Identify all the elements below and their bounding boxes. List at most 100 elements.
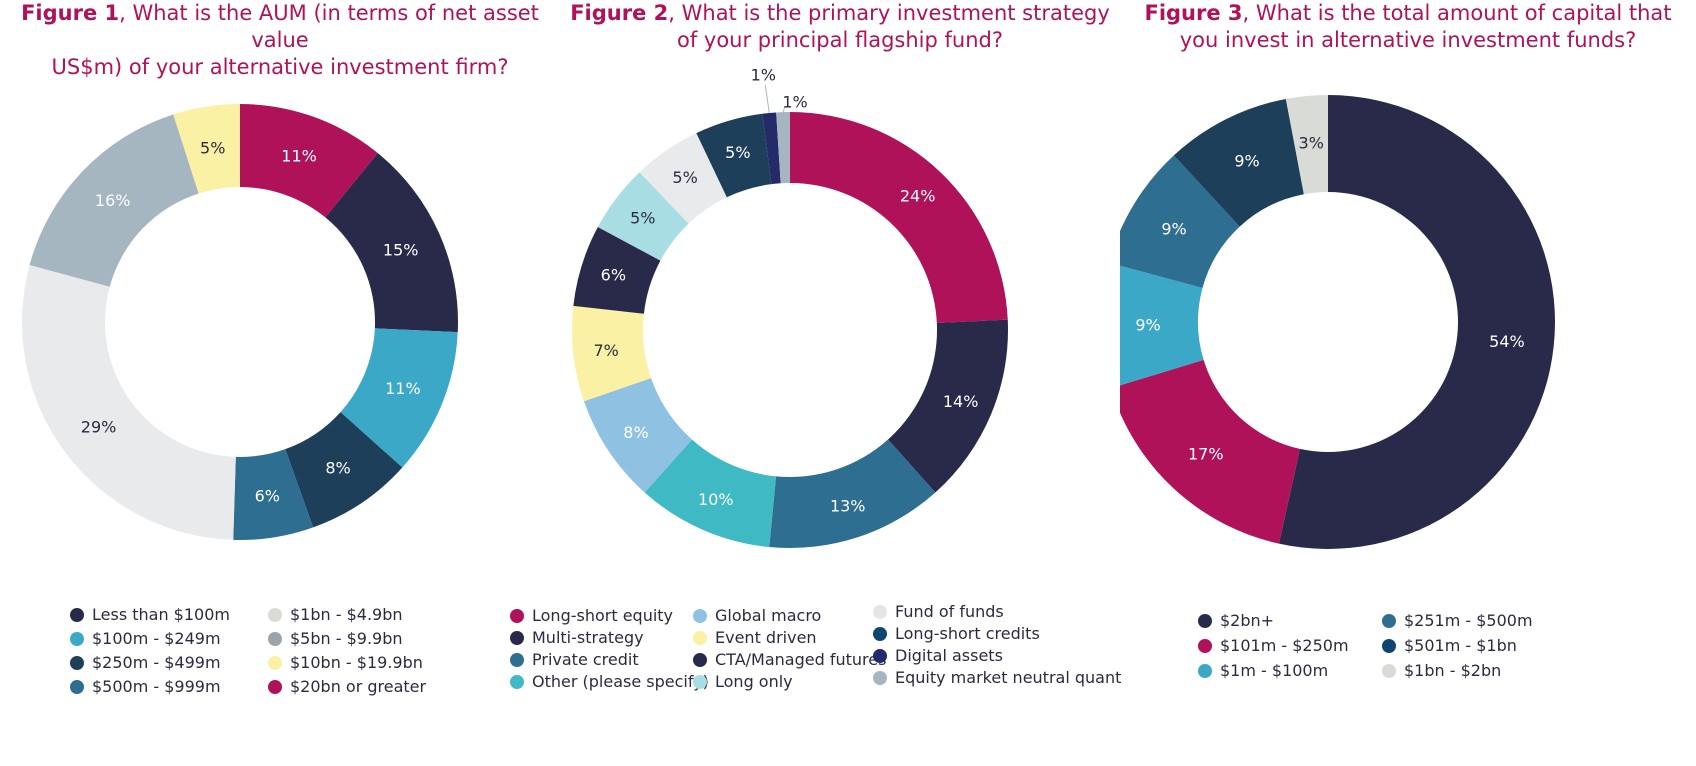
legend-item: Digital assets — [873, 646, 1003, 665]
figure-1-donut-chart: 11% 15% 11% 8% 6% 29% 16% 5% — [21, 104, 458, 540]
legend-item: Global macro — [693, 606, 821, 625]
slice-long-only — [597, 172, 689, 261]
slice-label-20bn-or-greater: 11% — [281, 147, 317, 166]
legend-swatch-icon — [268, 679, 282, 694]
slice-cta-managed-futures — [573, 227, 661, 314]
slice-label-other-please-specify: 10% — [698, 490, 734, 509]
slice-label-101m-250m: 17% — [1188, 445, 1224, 464]
slice-5bn-9-9bn — [29, 114, 199, 287]
legend-swatch-icon — [693, 674, 707, 689]
legend-label: Global macro — [715, 606, 822, 625]
legend-item: $100m - $249m — [70, 629, 221, 648]
slice-label-251m-500m: 9% — [1161, 219, 1186, 238]
legend-item: $10bn - $19.9bn — [268, 653, 423, 672]
slice-501m-1bn — [1173, 98, 1304, 227]
figure-2-donut-chart: 24% 14% 13% 10% 8% 7% 6% 5% 5% 5% 1% 1% — [572, 66, 1008, 548]
slice-251m-500m — [1120, 155, 1240, 289]
figure-1-number: Figure 1 — [21, 1, 120, 25]
legend-label: Long-short equity — [532, 606, 674, 625]
slice-long-short-credits — [696, 113, 772, 198]
legend-item: $1m - $100m — [1198, 661, 1328, 680]
legend-label: $10bn - $19.9bn — [290, 653, 423, 672]
slice-label-1bn-2bn: 3% — [1299, 133, 1324, 152]
legend-item: $500m - $999m — [70, 677, 221, 696]
slice-private-credit — [769, 439, 936, 548]
slice-less-than-100m — [325, 153, 458, 333]
leader-line — [764, 84, 770, 114]
legend-item: $101m - $250m — [1198, 636, 1349, 655]
legend-item: $20bn or greater — [268, 677, 426, 696]
slice-label-501m-1bn: 9% — [1234, 152, 1259, 171]
slice-label-10bn-19-9bn: 5% — [200, 139, 225, 158]
legend-swatch-icon — [70, 631, 84, 646]
legend-item: Long-short equity — [510, 606, 673, 625]
slice-250m-499m — [285, 412, 403, 528]
slice-100m-249m — [340, 328, 458, 468]
slice-label-private-credit: 13% — [830, 496, 866, 515]
legend-swatch-icon — [1198, 613, 1212, 628]
legend-label: Other (please specify) — [532, 672, 709, 691]
legend-swatch-icon — [693, 652, 707, 667]
legend-label: Multi-strategy — [532, 628, 644, 647]
legend-item: CTA/Managed futures — [693, 650, 886, 669]
slice-label-equity-market-neutral-quant: 1% — [782, 93, 807, 112]
legend-label: Less than $100m — [92, 605, 230, 624]
legend-label: $250m - $499m — [92, 653, 221, 672]
figure-3-title-line2: you invest in alternative investment fun… — [1179, 28, 1637, 52]
legend-label: Equity market neutral quant — [895, 668, 1122, 687]
slice-label-long-only: 5% — [630, 208, 655, 227]
legend-label: $1m - $100m — [1220, 661, 1329, 680]
slice-label-cta-managed-futures: 6% — [601, 266, 626, 285]
slice-equity-market-neutral-quant — [776, 112, 790, 184]
figure-1: Figure 1, What is the AUM (in terms of n… — [0, 0, 560, 766]
legend-item: $5bn - $9.9bn — [268, 629, 403, 648]
figure-2-title-line2: of your principal flagship fund? — [676, 28, 1003, 52]
figure-2: Figure 2, What is the primary investment… — [510, 0, 1121, 766]
legend-label: $2bn+ — [1220, 611, 1275, 630]
legend-swatch-icon — [1382, 663, 1396, 678]
slice-label-250m-499m: 8% — [325, 459, 350, 478]
legend-item: Long only — [693, 672, 793, 691]
figure-3-donut-chart: 54% 17% 9% 9% 9% 3% — [1120, 95, 1556, 549]
slice-2bn — [1278, 95, 1556, 549]
slice-event-driven — [572, 305, 652, 402]
slice-fund-of-funds — [639, 133, 727, 224]
legend-swatch-icon — [1198, 638, 1212, 653]
figure-3: Figure 3, What is the total amount of ca… — [1120, 0, 1696, 766]
legend-label: $5bn - $9.9bn — [290, 629, 403, 648]
figure-2-title: Figure 2, What is the primary investment… — [560, 0, 1120, 54]
slice-label-long-short-equity: 24% — [900, 187, 936, 206]
legend-swatch-icon — [70, 679, 84, 694]
legend-item: $501m - $1bn — [1382, 636, 1517, 655]
slice-20bn-or-greater — [240, 104, 378, 218]
figure-1-title-line2: US$m) of your alternative investment fir… — [51, 55, 509, 79]
legend-label: Fund of funds — [895, 602, 1004, 621]
legend-swatch-icon — [268, 607, 282, 622]
legend-swatch-icon — [873, 626, 887, 641]
slice-1m-100m — [1120, 265, 1204, 386]
legend-item: Other (please specify) — [510, 672, 709, 691]
slice-global-macro — [583, 378, 692, 493]
figure-1-title-line1: , What is the AUM (in terms of net asset… — [119, 1, 539, 52]
legend-swatch-icon — [873, 648, 887, 663]
legend-item: Equity market neutral quant — [873, 668, 1121, 687]
legend-item: $1bn - $2bn — [1382, 661, 1501, 680]
slice-label-1m-100m: 9% — [1135, 315, 1160, 334]
slice-label-multi-strategy: 14% — [943, 392, 979, 411]
slice-other-please-specify — [644, 439, 777, 548]
legend-swatch-icon — [510, 630, 524, 645]
legend-item: Long-short credits — [873, 624, 1040, 643]
legend-swatch-icon — [1198, 663, 1212, 678]
slice-label-5bn-9-9bn: 16% — [95, 191, 131, 210]
slice-multi-strategy — [888, 319, 1008, 493]
slice-label-fund-of-funds: 5% — [672, 168, 697, 187]
slice-1bn-2bn — [1285, 95, 1328, 195]
legend-swatch-icon — [70, 655, 84, 670]
legend-item: $1bn - $4.9bn — [268, 605, 403, 624]
legend-label: $20bn or greater — [290, 677, 427, 696]
legend-label: $501m - $1bn — [1404, 636, 1517, 655]
slice-500m-999m — [233, 449, 314, 540]
legend-item: $2bn+ — [1198, 611, 1274, 630]
slice-label-long-short-credits: 5% — [725, 143, 750, 162]
slice-label-2bn: 54% — [1489, 332, 1525, 351]
